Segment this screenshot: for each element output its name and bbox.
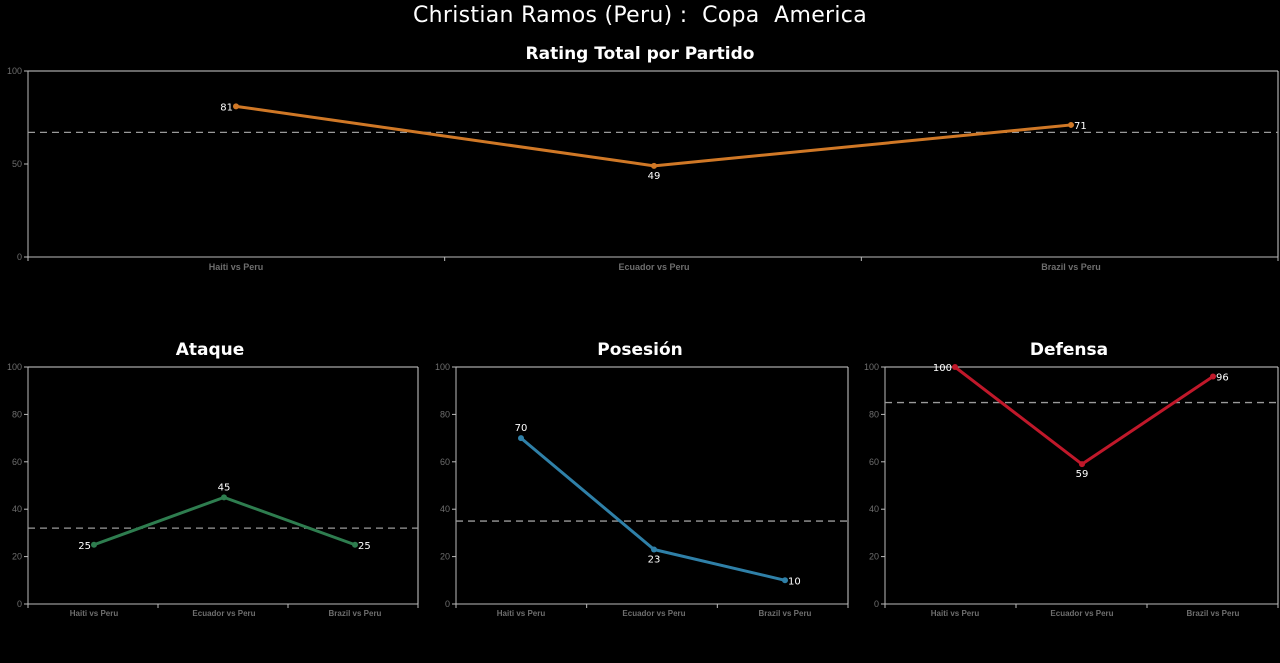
ataque-xtick-label: Ecuador vs Peru <box>192 609 255 618</box>
ataque-xtick-label: Brazil vs Peru <box>329 609 382 618</box>
ataque-ytick-label: 40 <box>12 504 22 514</box>
posesion-ytick-label: 100 <box>435 362 450 372</box>
defensa-point <box>1079 461 1085 468</box>
ataque-data-label: 45 <box>218 482 231 493</box>
total-series-line <box>235 104 1072 168</box>
ataque-data-label: 25 <box>358 541 371 552</box>
defensa-ytick-label: 100 <box>864 362 879 372</box>
posesion-ytick-label: 80 <box>440 409 450 419</box>
defensa-series-line <box>954 365 1214 466</box>
defensa-ytick-label: 60 <box>869 457 879 467</box>
posesion-data-label: 23 <box>648 554 661 565</box>
chart-title-ataque: Ataque <box>175 340 245 360</box>
total-xtick-label: Ecuador vs Peru <box>618 262 689 272</box>
ataque-ytick-label: 20 <box>12 552 22 562</box>
defensa-xtick-label: Brazil vs Peru <box>1187 609 1240 618</box>
posesion-xtick-label: Brazil vs Peru <box>759 609 812 618</box>
defensa-ytick-label: 40 <box>869 504 879 514</box>
posesion-data-label: 10 <box>788 576 801 587</box>
defensa-data-label: 59 <box>1076 469 1089 480</box>
defensa-xtick-label: Ecuador vs Peru <box>1050 609 1113 618</box>
ataque-point <box>91 541 97 548</box>
total-xtick-label: Haiti vs Peru <box>209 262 264 272</box>
total-ytick-label: 100 <box>7 66 22 76</box>
page-title: Christian Ramos (Peru) : Copa America <box>413 3 867 28</box>
total-data-label: 81 <box>220 102 233 113</box>
defensa-data-label: 100 <box>933 363 952 374</box>
posesion-point <box>518 435 524 442</box>
ataque-ytick-label: 80 <box>12 409 22 419</box>
posesion-point <box>651 546 657 553</box>
ataque-point <box>221 494 227 501</box>
chart-title-defensa: Defensa <box>1029 340 1109 360</box>
ataque-ytick-label: 60 <box>12 457 22 467</box>
ataque-ytick-label: 100 <box>7 362 22 372</box>
total-point <box>233 103 239 110</box>
total-xtick-label: Brazil vs Peru <box>1041 262 1101 272</box>
ataque-xtick-label: Haiti vs Peru <box>70 609 119 618</box>
total-ytick-label: 50 <box>12 159 22 169</box>
posesion-ytick-label: 20 <box>440 552 450 562</box>
posesion-point <box>782 577 788 584</box>
ataque-series-line <box>93 495 356 547</box>
total-data-label: 49 <box>648 171 661 182</box>
chart-title-posesion: Posesión <box>597 340 683 360</box>
defensa-xtick-label: Haiti vs Peru <box>931 609 980 618</box>
ataque-point <box>352 541 358 548</box>
defensa-point <box>952 364 958 370</box>
defensa-point <box>1210 373 1216 380</box>
total-data-label: 71 <box>1074 121 1087 132</box>
posesion-data-label: 70 <box>515 423 528 434</box>
posesion-xtick-label: Haiti vs Peru <box>497 609 546 618</box>
defensa-ytick-label: 0 <box>874 599 879 609</box>
chart-title-total: Rating Total por Partido <box>525 44 755 64</box>
defensa-ytick-label: 80 <box>869 409 879 419</box>
total-ytick-label: 0 <box>17 252 22 262</box>
defensa-data-label: 96 <box>1216 372 1229 383</box>
defensa-ytick-label: 20 <box>869 552 879 562</box>
ataque-ytick-label: 0 <box>17 599 22 609</box>
posesion-ytick-label: 60 <box>440 457 450 467</box>
posesion-ytick-label: 0 <box>445 599 450 609</box>
posesion-ytick-label: 40 <box>440 504 450 514</box>
total-point <box>651 162 657 169</box>
ataque-data-label: 25 <box>78 541 91 552</box>
posesion-xtick-label: Ecuador vs Peru <box>622 609 685 618</box>
total-point <box>1068 121 1074 128</box>
